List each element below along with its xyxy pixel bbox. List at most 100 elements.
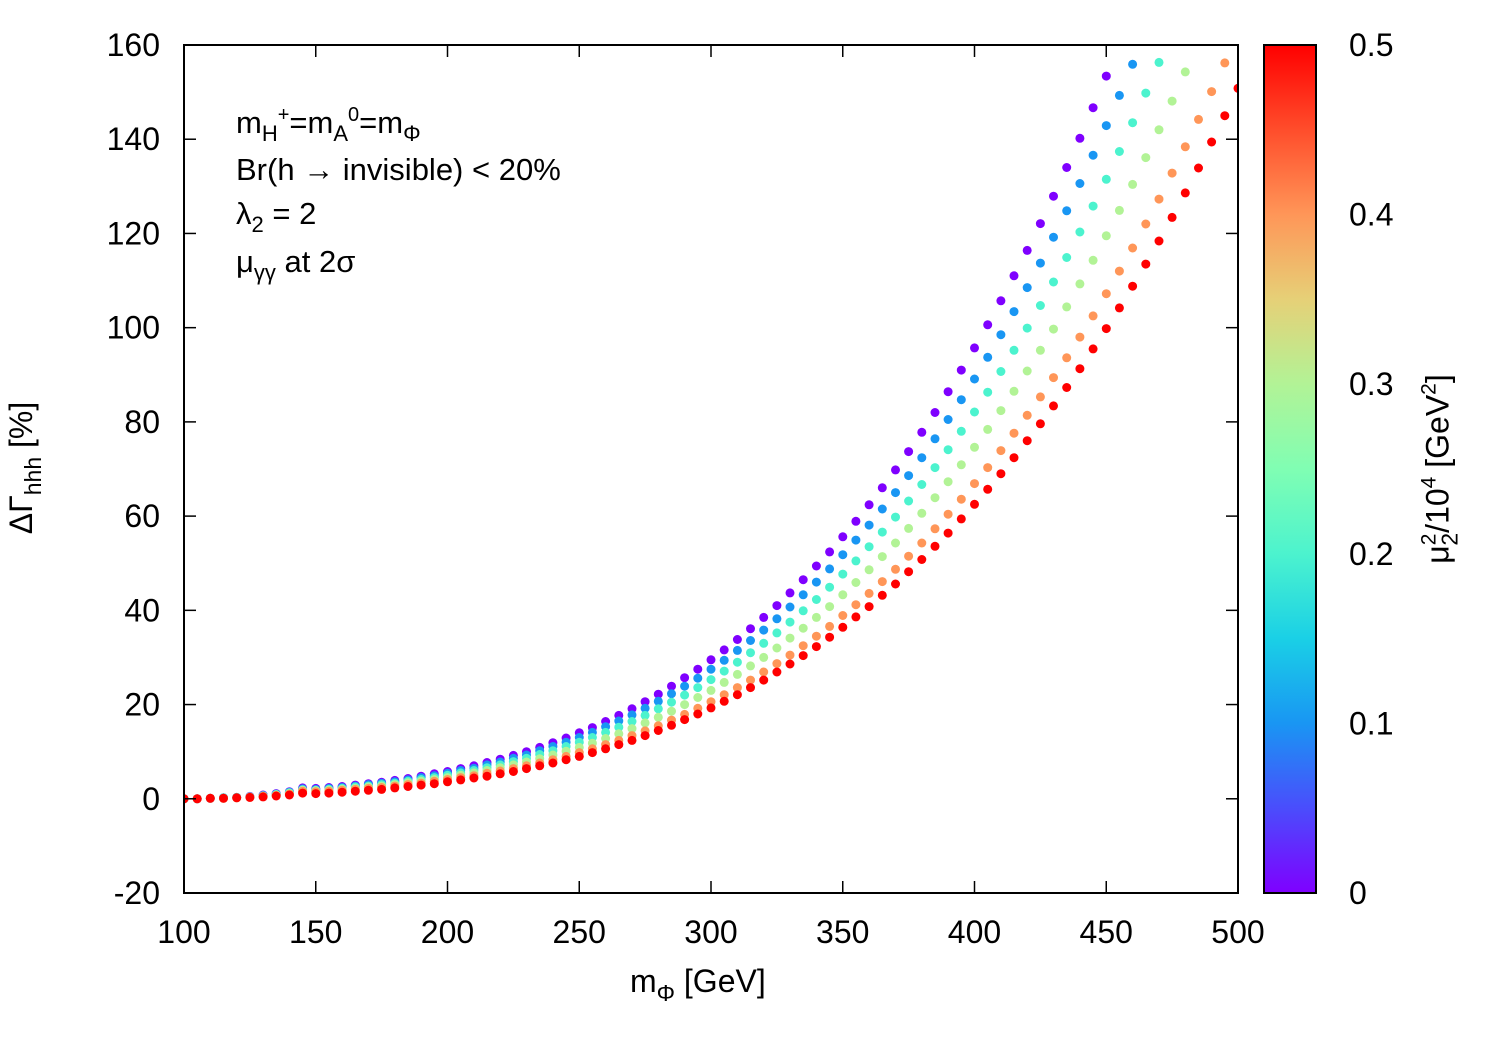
data-point-s2-60 (970, 407, 979, 417)
data-point-s1-52 (864, 520, 874, 530)
data-point-s3-48 (811, 612, 821, 622)
data-point-s1-47 (798, 590, 808, 600)
data-point-s4-60 (970, 479, 979, 489)
data-point-s3-75 (1167, 96, 1177, 106)
data-point-s1-55 (904, 471, 914, 481)
data-point-s5-30 (574, 751, 584, 761)
data-point-s3-55 (904, 523, 914, 533)
data-point-s5-61 (983, 484, 993, 494)
data-point-s5-14 (363, 785, 373, 795)
data-point-s1-58 (943, 415, 953, 424)
y-tick-label: 160 (107, 27, 160, 63)
data-point-s0-42 (732, 635, 742, 644)
data-point-s4-48 (811, 631, 821, 641)
colorbar-tick-label: 0 (1349, 875, 1367, 911)
data-point-s1-66 (1049, 232, 1058, 242)
data-point-s2-70 (1101, 174, 1111, 184)
data-point-s2-58 (943, 445, 953, 455)
data-point-s5-39 (693, 709, 703, 719)
data-point-s0-54 (891, 465, 900, 475)
data-point-s2-53 (877, 527, 887, 537)
data-point-s5-33 (614, 740, 624, 750)
data-point-s5-15 (377, 784, 387, 794)
data-point-s2-40 (706, 675, 716, 685)
y-tick-label: 40 (124, 592, 160, 628)
data-point-s0-51 (851, 516, 861, 526)
data-point-s2-68 (1075, 227, 1085, 237)
data-point-s2-71 (1114, 147, 1124, 156)
data-point-s2-67 (1062, 253, 1072, 262)
data-point-s5-42 (732, 690, 742, 700)
data-point-s5-9 (298, 788, 308, 798)
data-point-s1-39 (693, 673, 703, 683)
data-point-s0-65 (1035, 219, 1045, 229)
data-point-s5-16 (390, 783, 400, 793)
data-point-s5-40 (706, 703, 716, 713)
data-point-s4-71 (1114, 266, 1124, 276)
data-point-s4-55 (904, 551, 914, 561)
data-point-s3-57 (930, 493, 940, 503)
scatter-points (184, 57, 1238, 804)
axes: 100 150 200 250 300 350 400 450 500 -20 0 20 40 60 80 1… (107, 27, 1394, 950)
data-point-s1-61 (983, 352, 993, 362)
data-point-s1-46 (785, 602, 795, 612)
data-point-s4-63 (1009, 428, 1019, 438)
data-point-s1-60 (970, 374, 979, 384)
data-point-s3-37 (667, 706, 676, 716)
data-point-s3-74 (1154, 125, 1164, 135)
data-point-s5-56 (917, 555, 927, 564)
data-point-s3-60 (970, 442, 979, 452)
data-point-s5-66 (1049, 401, 1058, 411)
data-point-s3-61 (983, 424, 993, 434)
data-point-s5-58 (943, 528, 953, 538)
data-point-s4-59 (956, 494, 966, 504)
data-point-s3-36 (653, 712, 663, 722)
data-point-s0-46 (785, 588, 795, 598)
data-point-s1-43 (746, 636, 755, 645)
data-point-s0-64 (1022, 245, 1032, 255)
data-point-s3-44 (759, 652, 769, 662)
data-point-s2-54 (891, 512, 900, 522)
data-point-s4-47 (798, 641, 808, 651)
data-point-s4-57 (930, 524, 940, 534)
y-tick-label: 120 (107, 215, 160, 251)
data-point-s0-45 (772, 601, 782, 611)
data-point-s4-73 (1141, 219, 1151, 229)
data-point-s4-54 (891, 564, 900, 574)
data-point-s3-53 (877, 552, 887, 562)
data-point-s5-69 (1088, 344, 1098, 354)
data-point-s5-57 (930, 541, 940, 551)
data-point-s0-49 (825, 547, 835, 557)
data-point-s4-52 (864, 588, 874, 598)
data-point-s5-21 (456, 775, 466, 785)
data-point-s2-33 (614, 722, 624, 732)
data-point-s2-43 (746, 648, 755, 658)
data-point-s2-63 (1009, 345, 1019, 355)
data-point-s5-68 (1075, 364, 1085, 374)
annotation-br-invisible: Br(h → invisible) < 20% (236, 152, 561, 187)
data-point-s5-12 (337, 787, 347, 797)
data-point-s5-29 (561, 755, 571, 765)
data-point-s3-46 (785, 633, 795, 643)
data-point-s1-67 (1062, 206, 1072, 216)
data-point-s2-59 (956, 426, 966, 436)
y-tick-label: 100 (107, 310, 160, 346)
data-point-s3-35 (640, 718, 650, 728)
data-point-s5-63 (1009, 453, 1019, 463)
data-point-s2-38 (680, 690, 690, 700)
data-point-s4-51 (851, 600, 861, 610)
data-point-s3-72 (1128, 179, 1138, 189)
data-point-s2-34 (627, 717, 637, 726)
data-point-s3-47 (798, 623, 808, 633)
data-point-s2-72 (1128, 118, 1138, 128)
x-tick-label: 300 (684, 914, 737, 950)
data-point-s1-63 (1009, 307, 1019, 317)
colorbar-tick-label: 0.4 (1349, 197, 1393, 233)
data-point-s2-66 (1049, 277, 1058, 287)
data-point-s3-69 (1088, 255, 1098, 265)
x-tick-label: 250 (553, 914, 606, 950)
data-point-s5-72 (1128, 281, 1138, 291)
data-point-s4-49 (825, 621, 835, 631)
data-point-s1-42 (732, 645, 742, 655)
data-point-s5-59 (956, 514, 966, 524)
